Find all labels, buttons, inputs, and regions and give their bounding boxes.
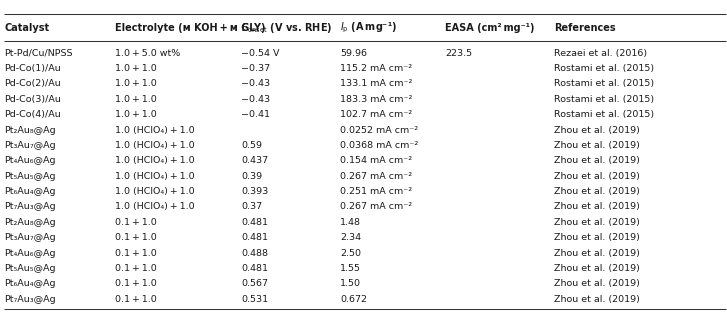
Text: Pt₆Au₄@Ag: Pt₆Au₄@Ag (4, 279, 56, 289)
Text: 1.0 + 1.0: 1.0 + 1.0 (115, 110, 156, 119)
Text: 1.0 (HClO₄) + 1.0: 1.0 (HClO₄) + 1.0 (115, 203, 195, 211)
Text: Pt₆Au₄@Ag: Pt₆Au₄@Ag (4, 187, 56, 196)
Text: 2.34: 2.34 (340, 233, 361, 242)
Text: 1.0 + 5.0 wt%: 1.0 + 5.0 wt% (115, 49, 180, 58)
Text: 183.3 mA cm⁻²: 183.3 mA cm⁻² (340, 95, 413, 104)
Text: Zhou et al. (2019): Zhou et al. (2019) (554, 233, 640, 242)
Text: Zhou et al. (2019): Zhou et al. (2019) (554, 125, 640, 135)
Text: 1.0 + 1.0: 1.0 + 1.0 (115, 64, 156, 73)
Text: Pd-Co(4)/Au: Pd-Co(4)/Au (4, 110, 61, 119)
Text: 0.1 + 1.0: 0.1 + 1.0 (115, 233, 156, 242)
Text: 2.50: 2.50 (340, 249, 361, 258)
Text: 0.1 + 1.0: 0.1 + 1.0 (115, 279, 156, 289)
Text: 0.59: 0.59 (241, 141, 262, 150)
Text: Rezaei et al. (2016): Rezaei et al. (2016) (554, 49, 647, 58)
Text: Pt₄Au₆@Ag: Pt₄Au₆@Ag (4, 249, 56, 258)
Text: 102.7 mA cm⁻²: 102.7 mA cm⁻² (340, 110, 412, 119)
Text: 1.0 (HClO₄) + 1.0: 1.0 (HClO₄) + 1.0 (115, 172, 195, 181)
Text: 0.567: 0.567 (241, 279, 268, 289)
Text: Electrolyte (м KOH + м GLY): Electrolyte (м KOH + м GLY) (115, 23, 265, 33)
Text: Pt₇Au₃@Ag: Pt₇Au₃@Ag (4, 203, 56, 211)
Text: 1.55: 1.55 (340, 264, 361, 273)
Text: 1.0 (HClO₄) + 1.0: 1.0 (HClO₄) + 1.0 (115, 187, 195, 196)
Text: −0.37: −0.37 (241, 64, 270, 73)
Text: Pt₂Au₈@Ag: Pt₂Au₈@Ag (4, 125, 56, 135)
Text: 0.267 mA cm⁻²: 0.267 mA cm⁻² (340, 172, 412, 181)
Text: 0.531: 0.531 (241, 295, 268, 304)
Text: 115.2 mA cm⁻²: 115.2 mA cm⁻² (340, 64, 412, 73)
Text: 1.0 (HClO₄) + 1.0: 1.0 (HClO₄) + 1.0 (115, 156, 195, 165)
Text: Zhou et al. (2019): Zhou et al. (2019) (554, 279, 640, 289)
Text: 0.1 + 1.0: 0.1 + 1.0 (115, 295, 156, 304)
Text: Pt-Pd/Cu/NPSS: Pt-Pd/Cu/NPSS (4, 49, 73, 58)
Text: $E_{\rm onset}$ (V vs. RHE): $E_{\rm onset}$ (V vs. RHE) (241, 21, 333, 35)
Text: 0.437: 0.437 (241, 156, 268, 165)
Text: Zhou et al. (2019): Zhou et al. (2019) (554, 264, 640, 273)
Text: 1.50: 1.50 (340, 279, 361, 289)
Text: 0.0368 mA cm⁻²: 0.0368 mA cm⁻² (340, 141, 419, 150)
Text: 1.0 (HClO₄) + 1.0: 1.0 (HClO₄) + 1.0 (115, 141, 195, 150)
Text: 0.1 + 1.0: 0.1 + 1.0 (115, 264, 156, 273)
Text: Pt₃Au₇@Ag: Pt₃Au₇@Ag (4, 233, 56, 242)
Text: Pt₅Au₅@Ag: Pt₅Au₅@Ag (4, 264, 56, 273)
Text: Pd-Co(3)/Au: Pd-Co(3)/Au (4, 95, 61, 104)
Text: Rostami et al. (2015): Rostami et al. (2015) (554, 95, 654, 104)
Text: Zhou et al. (2019): Zhou et al. (2019) (554, 249, 640, 258)
Text: 0.393: 0.393 (241, 187, 268, 196)
Text: 1.0 (HClO₄) + 1.0: 1.0 (HClO₄) + 1.0 (115, 125, 195, 135)
Text: Pt₄Au₆@Ag: Pt₄Au₆@Ag (4, 156, 56, 165)
Text: Zhou et al. (2019): Zhou et al. (2019) (554, 156, 640, 165)
Text: Rostami et al. (2015): Rostami et al. (2015) (554, 79, 654, 88)
Text: Zhou et al. (2019): Zhou et al. (2019) (554, 172, 640, 181)
Text: 59.96: 59.96 (340, 49, 367, 58)
Text: EASA (cm² mg⁻¹): EASA (cm² mg⁻¹) (445, 23, 534, 33)
Text: 0.267 mA cm⁻²: 0.267 mA cm⁻² (340, 203, 412, 211)
Text: Pt₂Au₈@Ag: Pt₂Au₈@Ag (4, 218, 56, 227)
Text: Rostami et al. (2015): Rostami et al. (2015) (554, 64, 654, 73)
Text: Zhou et al. (2019): Zhou et al. (2019) (554, 218, 640, 227)
Text: Pt₅Au₅@Ag: Pt₅Au₅@Ag (4, 172, 56, 181)
Text: 0.481: 0.481 (241, 218, 268, 227)
Text: Rostami et al. (2015): Rostami et al. (2015) (554, 110, 654, 119)
Text: 0.1 + 1.0: 0.1 + 1.0 (115, 249, 156, 258)
Text: 0.251 mA cm⁻²: 0.251 mA cm⁻² (340, 187, 412, 196)
Text: Pd-Co(1)/Au: Pd-Co(1)/Au (4, 64, 61, 73)
Text: Pt₃Au₇@Ag: Pt₃Au₇@Ag (4, 141, 56, 150)
Text: Catalyst: Catalyst (4, 23, 49, 33)
Text: 223.5: 223.5 (445, 49, 472, 58)
Text: 1.0 + 1.0: 1.0 + 1.0 (115, 95, 156, 104)
Text: 0.0252 mA cm⁻²: 0.0252 mA cm⁻² (340, 125, 418, 135)
Text: 0.37: 0.37 (241, 203, 262, 211)
Text: −0.43: −0.43 (241, 79, 270, 88)
Text: −0.41: −0.41 (241, 110, 270, 119)
Text: Zhou et al. (2019): Zhou et al. (2019) (554, 203, 640, 211)
Text: $I_{\rm p}$ (A mg⁻¹): $I_{\rm p}$ (A mg⁻¹) (340, 21, 397, 35)
Text: 0.672: 0.672 (340, 295, 367, 304)
Text: References: References (554, 23, 616, 33)
Text: Zhou et al. (2019): Zhou et al. (2019) (554, 187, 640, 196)
Text: 133.1 mA cm⁻²: 133.1 mA cm⁻² (340, 79, 413, 88)
Text: Zhou et al. (2019): Zhou et al. (2019) (554, 141, 640, 150)
Text: −0.43: −0.43 (241, 95, 270, 104)
Text: 0.154 mA cm⁻²: 0.154 mA cm⁻² (340, 156, 412, 165)
Text: 0.1 + 1.0: 0.1 + 1.0 (115, 218, 156, 227)
Text: 1.0 + 1.0: 1.0 + 1.0 (115, 79, 156, 88)
Text: 0.481: 0.481 (241, 233, 268, 242)
Text: Pd-Co(2)/Au: Pd-Co(2)/Au (4, 79, 61, 88)
Text: 0.39: 0.39 (241, 172, 262, 181)
Text: 1.48: 1.48 (340, 218, 361, 227)
Text: Zhou et al. (2019): Zhou et al. (2019) (554, 295, 640, 304)
Text: 0.481: 0.481 (241, 264, 268, 273)
Text: Pt₇Au₃@Ag: Pt₇Au₃@Ag (4, 295, 56, 304)
Text: 0.488: 0.488 (241, 249, 268, 258)
Text: −0.54 V: −0.54 V (241, 49, 280, 58)
